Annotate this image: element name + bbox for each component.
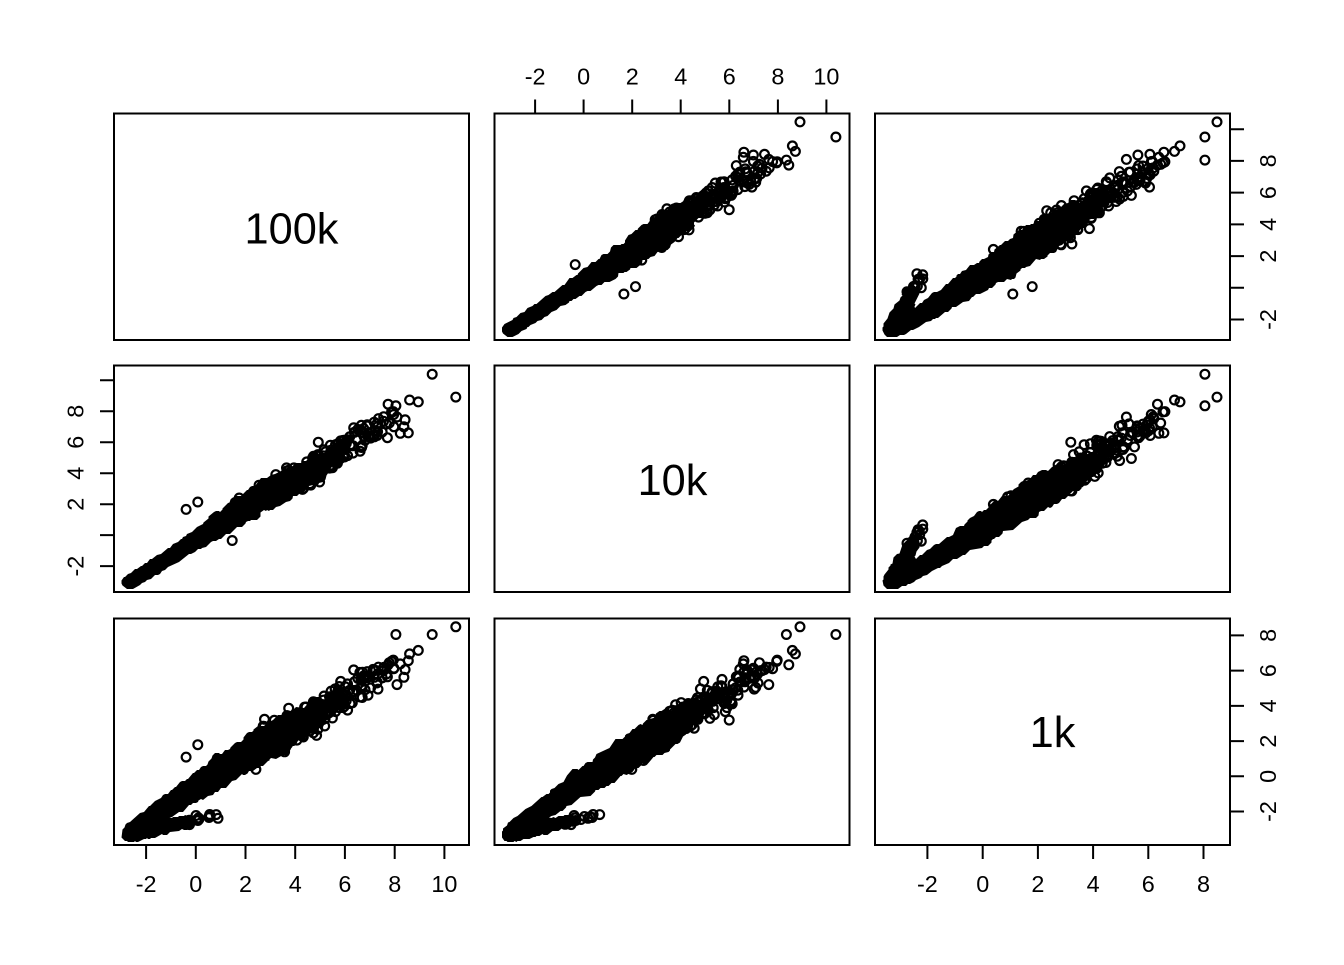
svg-text:8: 8: [771, 64, 784, 90]
svg-text:0: 0: [976, 871, 989, 897]
svg-text:8: 8: [1197, 871, 1210, 897]
svg-text:-2: -2: [136, 871, 157, 897]
svg-text:-2: -2: [917, 871, 938, 897]
svg-text:4: 4: [1255, 218, 1281, 231]
svg-text:-2: -2: [1255, 801, 1281, 822]
svg-text:2: 2: [1255, 250, 1281, 263]
svg-text:0: 0: [189, 871, 202, 897]
svg-text:2: 2: [626, 64, 639, 90]
svg-text:10: 10: [431, 871, 457, 897]
svg-text:4: 4: [1087, 871, 1100, 897]
svg-text:6: 6: [723, 64, 736, 90]
svg-text:4: 4: [63, 467, 89, 480]
svg-text:-2: -2: [525, 64, 546, 90]
svg-text:10k: 10k: [638, 457, 708, 505]
svg-text:4: 4: [1255, 699, 1281, 712]
svg-text:8: 8: [388, 871, 401, 897]
svg-text:8: 8: [63, 405, 89, 418]
svg-text:100k: 100k: [245, 206, 339, 254]
svg-text:-2: -2: [1255, 309, 1281, 330]
svg-text:10: 10: [813, 64, 839, 90]
svg-text:6: 6: [1142, 871, 1155, 897]
svg-text:0: 0: [577, 64, 590, 90]
svg-text:8: 8: [1255, 154, 1281, 167]
svg-text:6: 6: [63, 436, 89, 449]
svg-text:2: 2: [1255, 735, 1281, 748]
svg-text:-2: -2: [63, 556, 89, 577]
svg-text:4: 4: [289, 871, 302, 897]
svg-text:2: 2: [63, 498, 89, 511]
svg-text:8: 8: [1255, 629, 1281, 642]
svg-text:0: 0: [1255, 770, 1281, 783]
svg-text:1k: 1k: [1030, 709, 1076, 757]
svg-text:6: 6: [1255, 664, 1281, 677]
svg-text:2: 2: [239, 871, 252, 897]
svg-text:6: 6: [338, 871, 351, 897]
svg-text:2: 2: [1031, 871, 1044, 897]
svg-text:4: 4: [674, 64, 687, 90]
svg-text:6: 6: [1255, 186, 1281, 199]
